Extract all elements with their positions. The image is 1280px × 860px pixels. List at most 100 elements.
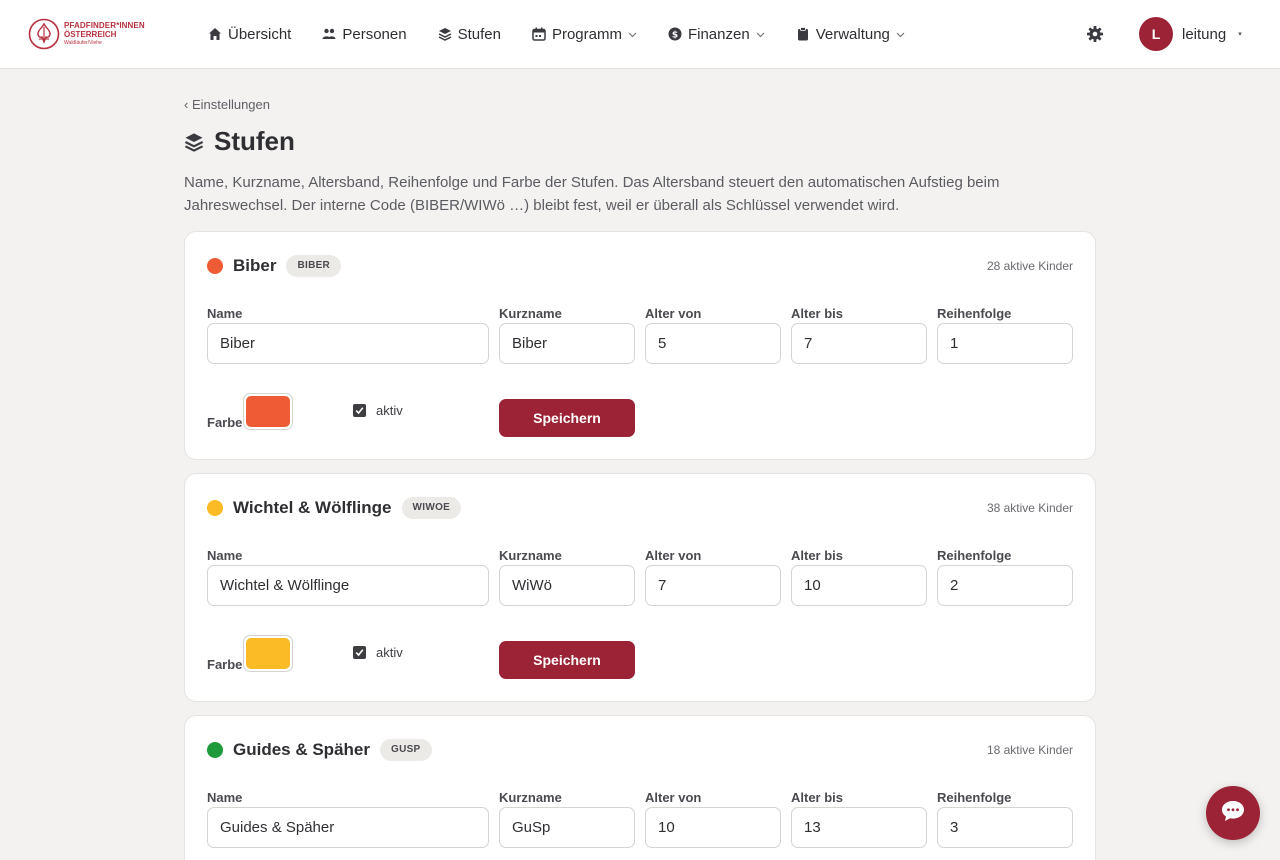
name-label: Name: [207, 790, 243, 805]
logo-line-3: Waldläufer/Viehe: [64, 40, 102, 46]
reihenfolge-input[interactable]: [937, 565, 1073, 606]
calendar-icon: [532, 27, 546, 41]
stufe-color-dot: [207, 258, 223, 274]
nav-item-uebersicht[interactable]: Übersicht: [208, 26, 291, 43]
name-input[interactable]: [207, 323, 489, 364]
alter-bis-label: Alter bis: [791, 306, 844, 321]
kurzname-label: Kurzname: [499, 548, 562, 563]
avatar: L: [1139, 17, 1173, 51]
scout-emblem-icon: [28, 18, 60, 50]
gear-icon[interactable]: [1086, 25, 1104, 43]
alter-bis-label: Alter bis: [791, 548, 844, 563]
card-title: Wichtel & Wölflinge: [233, 498, 392, 517]
checkbox-checked-icon: [353, 646, 366, 659]
main-nav: Übersicht Personen Stufen Programm: [208, 0, 936, 68]
save-button[interactable]: Speichern: [499, 399, 635, 437]
checkbox-checked-icon: [353, 404, 366, 417]
aktiv-label: aktiv: [376, 403, 403, 418]
kurzname-input[interactable]: [499, 565, 635, 606]
breadcrumb-back-link[interactable]: ‹ Einstellungen: [184, 97, 270, 112]
chat-button[interactable]: [1206, 786, 1260, 840]
reihenfolge-input[interactable]: [937, 323, 1073, 364]
nav-item-label: Finanzen: [687, 25, 750, 43]
kurzname-label: Kurzname: [499, 790, 562, 805]
aktiv-checkbox[interactable]: aktiv: [353, 645, 403, 660]
logo[interactable]: PFADFINDER*INNEN ÖSTERREICH Waldläufer/V…: [28, 17, 145, 51]
nav-item-programm[interactable]: Programm: [532, 26, 637, 43]
card-header: Wichtel & Wölflinge WIWOE: [207, 496, 462, 520]
user-menu[interactable]: L leitung ▾: [1139, 17, 1242, 51]
card-title: Biber: [233, 256, 277, 275]
nav-item-personen[interactable]: Personen: [322, 25, 407, 43]
svg-text:$: $: [672, 30, 678, 40]
name-label: Name: [207, 306, 243, 321]
home-icon: [208, 27, 222, 41]
page-description: Name, Kurzname, Altersband, Reihenfolge …: [184, 174, 1000, 214]
active-children-count: 28 aktive Kinder: [986, 259, 1073, 273]
caret-down-icon: ▾: [1238, 31, 1242, 38]
nav-item-finanzen[interactable]: $ Finanzen: [668, 26, 765, 43]
kurzname-input[interactable]: [499, 807, 635, 848]
top-navigation-bar: PFADFINDER*INNEN ÖSTERREICH Waldläufer/V…: [0, 0, 1280, 69]
color-picker[interactable]: [243, 393, 293, 430]
nav-item-label: Stufen: [457, 25, 501, 43]
aktiv-checkbox[interactable]: aktiv: [353, 403, 403, 418]
nav-item-label: Programm: [551, 25, 622, 43]
dollar-icon: $: [668, 27, 682, 41]
active-children-count: 18 aktive Kinder: [986, 743, 1073, 757]
color-swatch: [246, 638, 290, 669]
stufe-card-biber: Biber BIBER 28 aktive Kinder Name Kurzna…: [184, 231, 1096, 460]
aktiv-label: aktiv: [376, 645, 403, 660]
nav-item-label: Personen: [342, 25, 407, 43]
logo-line-1: PFADFINDER*INNEN: [64, 21, 145, 30]
alter-von-input[interactable]: [645, 807, 781, 848]
alter-von-input[interactable]: [645, 565, 781, 606]
alter-von-label: Alter von: [645, 306, 702, 321]
nav-item-label: Übersicht: [228, 25, 292, 43]
user-name: leitung: [1182, 25, 1227, 43]
code-badge: GUSP: [379, 739, 432, 761]
code-badge: WIWOE: [401, 497, 462, 519]
nav-item-stufen[interactable]: Stufen: [438, 26, 501, 43]
chevron-down-icon: [756, 30, 765, 39]
layers-icon: [184, 132, 204, 152]
alter-bis-input[interactable]: [791, 565, 927, 606]
alter-von-label: Alter von: [645, 548, 702, 563]
kurzname-input[interactable]: [499, 323, 635, 364]
page-title-text: Stufen: [214, 126, 295, 156]
reihenfolge-label: Reihenfolge: [937, 548, 1012, 563]
stufe-card-gusp: Guides & Späher GUSP 18 aktive Kinder Na…: [184, 715, 1096, 860]
logo-line-2: ÖSTERREICH: [64, 30, 117, 39]
people-icon: [322, 27, 336, 41]
name-input[interactable]: [207, 565, 489, 606]
page-title: Stufen: [184, 126, 295, 157]
farbe-label: Farbe: [207, 657, 243, 672]
reihenfolge-label: Reihenfolge: [937, 306, 1012, 321]
nav-item-verwaltung[interactable]: Verwaltung: [796, 26, 905, 43]
nav-item-label: Verwaltung: [815, 25, 890, 43]
alter-von-label: Alter von: [645, 790, 702, 805]
stufe-color-dot: [207, 500, 223, 516]
stufe-color-dot: [207, 742, 223, 758]
reihenfolge-label: Reihenfolge: [937, 790, 1012, 805]
chat-bubble-icon: [1220, 799, 1246, 828]
color-swatch: [246, 396, 290, 427]
alter-von-input[interactable]: [645, 323, 781, 364]
chevron-down-icon: [896, 30, 905, 39]
color-picker[interactable]: [243, 635, 293, 672]
save-button[interactable]: Speichern: [499, 641, 635, 679]
code-badge: BIBER: [286, 255, 342, 277]
farbe-label: Farbe: [207, 415, 243, 430]
layers-icon: [438, 27, 452, 41]
logo-text: PFADFINDER*INNEN ÖSTERREICH Waldläufer/V…: [64, 22, 145, 46]
chevron-down-icon: [628, 30, 637, 39]
alter-bis-label: Alter bis: [791, 790, 844, 805]
clipboard-icon: [796, 27, 810, 41]
alter-bis-input[interactable]: [791, 807, 927, 848]
alter-bis-input[interactable]: [791, 323, 927, 364]
card-header: Guides & Späher GUSP: [207, 738, 432, 762]
kurzname-label: Kurzname: [499, 306, 562, 321]
reihenfolge-input[interactable]: [937, 807, 1073, 848]
name-input[interactable]: [207, 807, 489, 848]
stufe-card-wiwoe: Wichtel & Wölflinge WIWOE 38 aktive Kind…: [184, 473, 1096, 702]
